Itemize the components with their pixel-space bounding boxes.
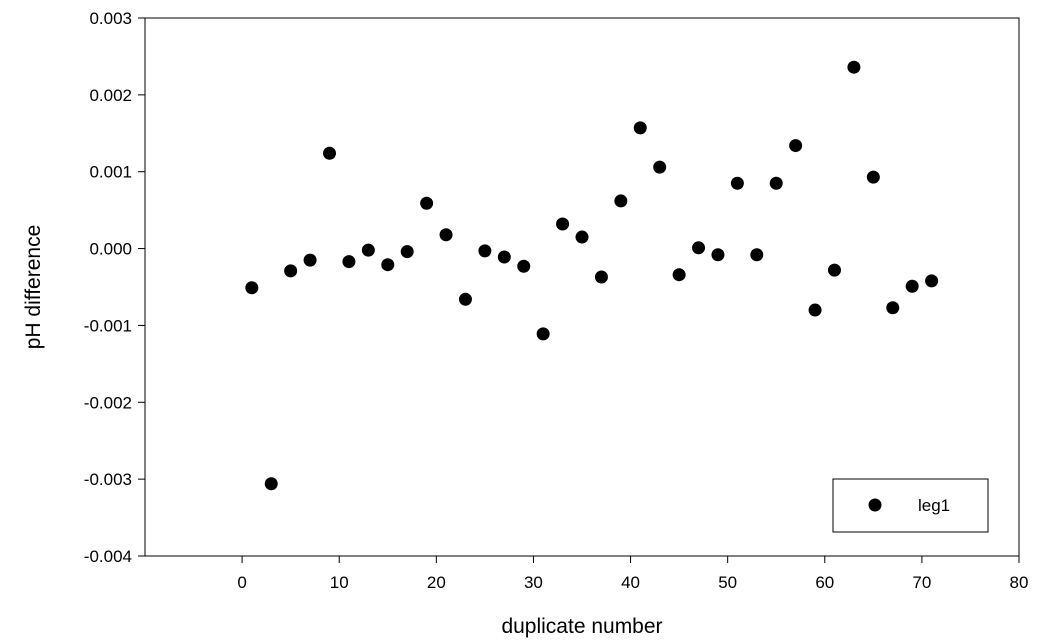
data-point [827,263,841,277]
y-tick-label: -0.001 [84,316,132,335]
x-tick-label: 30 [524,573,543,592]
data-points [245,60,939,491]
data-point [905,279,919,293]
data-point [264,477,278,491]
data-point [245,281,259,295]
x-axis-title: duplicate number [501,615,662,638]
legend: leg1 [832,478,989,533]
y-tick-label: 0.003 [89,9,132,28]
data-point [789,139,803,153]
data-point [517,259,531,273]
x-tick-label: 50 [718,573,737,592]
data-point [381,258,395,272]
y-tick-label: 0.001 [89,163,132,182]
x-tick-label: 10 [330,573,349,592]
data-point [323,146,337,160]
x-axis: 0 10 20 30 40 50 60 70 80 [237,556,1028,592]
data-point [808,303,822,317]
data-point [536,327,550,341]
y-tick-label: -0.003 [84,470,132,489]
data-point [633,121,647,135]
y-tick-label: 0.000 [89,240,132,259]
x-tick-label: 40 [621,573,640,592]
data-point [672,268,686,282]
data-point [594,270,608,284]
data-point [478,244,492,258]
x-tick-label: 0 [237,573,246,592]
x-tick-label: 80 [1010,573,1029,592]
legend-marker-leg1 [868,498,882,512]
data-point [692,241,706,255]
data-point [847,60,861,74]
data-point [769,176,783,190]
data-point [925,274,939,288]
data-point [361,243,375,257]
data-point [458,292,472,306]
data-point [575,230,589,244]
data-point [420,196,434,210]
y-tick-label: -0.002 [84,393,132,412]
data-point [750,248,764,262]
x-tick-label: 20 [427,573,446,592]
data-point [284,264,298,278]
data-point [730,176,744,190]
y-axis: -0.004 -0.003 -0.002 -0.001 0.000 0.001 0.002 0… [84,9,145,566]
legend-label-leg1: leg1 [918,496,950,515]
data-point [303,253,317,267]
data-point [556,217,570,231]
data-point [614,194,628,208]
x-tick-label: 70 [912,573,931,592]
data-point [497,250,511,264]
data-point [400,245,414,259]
data-point [711,248,725,262]
x-tick-label: 60 [815,573,834,592]
y-tick-label: 0.002 [89,86,132,105]
legend-box [832,478,989,533]
plot-frame [144,17,1020,557]
y-axis-title: pH difference [22,225,45,350]
data-point [439,228,453,242]
data-point [866,170,880,184]
data-point [653,160,667,174]
data-point [886,301,900,315]
y-tick-label: -0.004 [84,547,132,566]
data-point [342,255,356,269]
